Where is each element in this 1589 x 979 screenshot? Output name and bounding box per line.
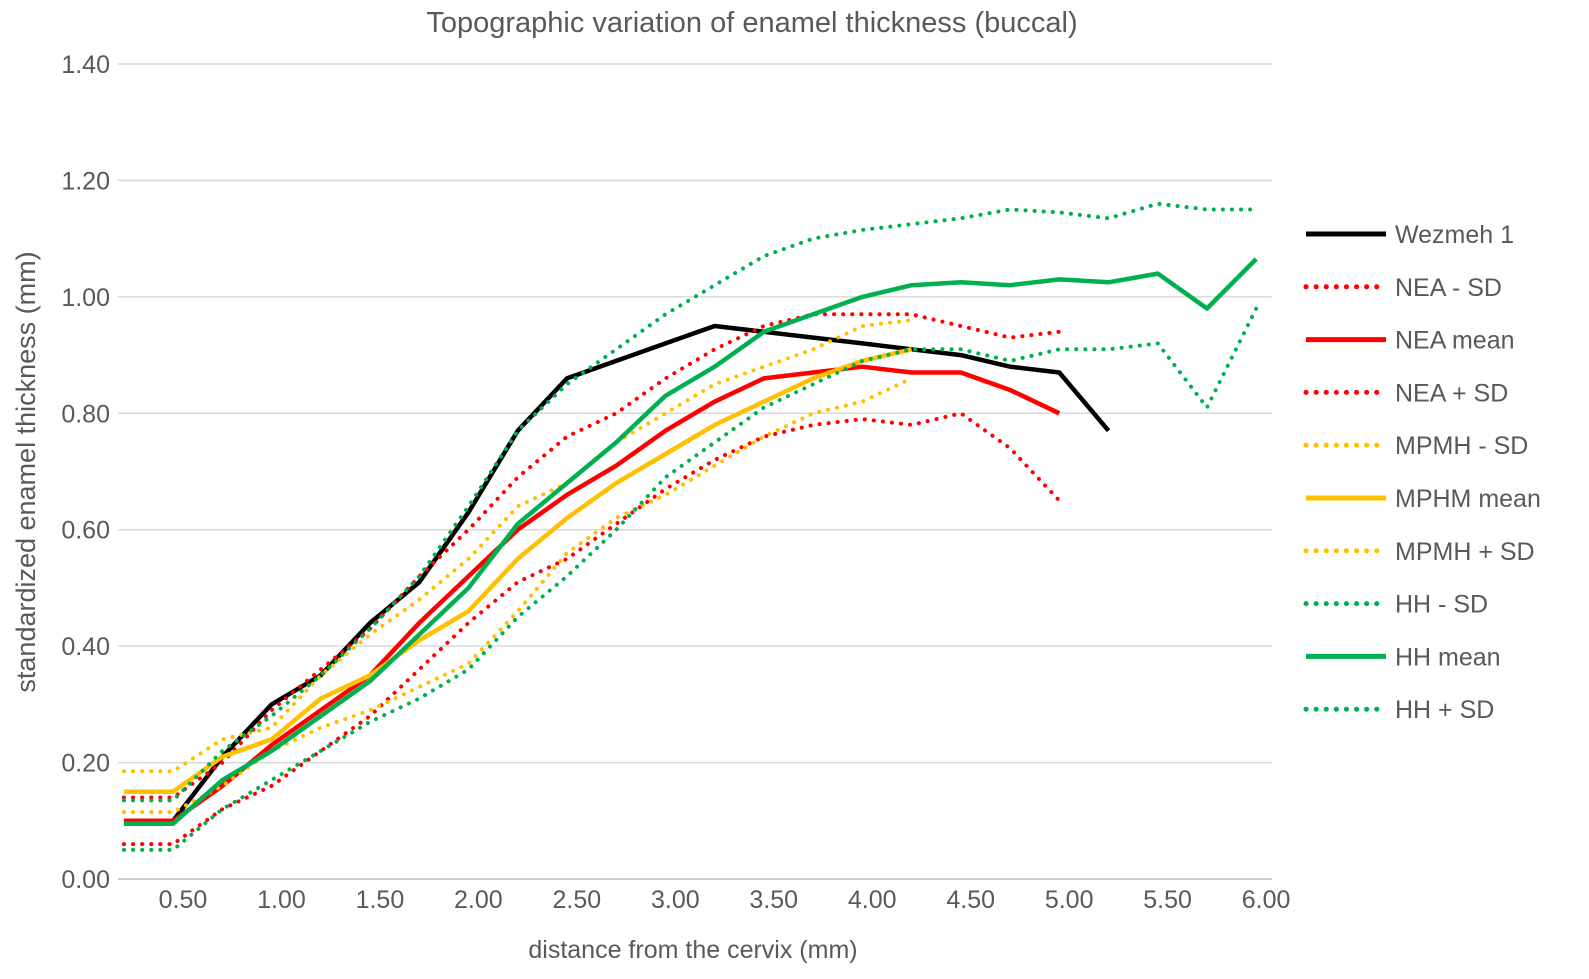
x-tick-label: 1.00	[257, 886, 306, 914]
y-axis-tick-labels: 0.00 0.20 0.40 0.60 0.80 1.00 1.20 1.40	[61, 51, 110, 894]
legend: Wezmeh 1 NEA - SD NEA mean NEA + SD MPMH - S…	[1303, 221, 1541, 724]
x-axis-label: distance from the cervix (mm)	[528, 936, 857, 964]
gridlines	[118, 63, 1272, 880]
x-tick-label: 3.50	[749, 886, 798, 914]
legend-label: NEA mean	[1395, 327, 1515, 355]
legend-label: NEA + SD	[1395, 379, 1508, 407]
x-tick-label: 5.50	[1143, 886, 1192, 914]
x-tick-label: 4.50	[946, 886, 995, 914]
series-line-mpmh-sd	[121, 318, 914, 774]
series-line-hh-mean	[123, 257, 1258, 826]
legend-label: Wezmeh 1	[1395, 221, 1514, 249]
series-line-hh-sd	[121, 306, 1259, 852]
legend-label: HH + SD	[1395, 696, 1494, 724]
y-axis-label: standardized enamel thickness (mm)	[11, 251, 41, 692]
series-line-nea-mean	[123, 364, 1061, 824]
series-line-nea-sd	[121, 312, 1062, 800]
x-tick-label: 3.00	[651, 886, 700, 914]
y-tick-label: 0.80	[61, 400, 110, 428]
x-tick-label: 5.00	[1045, 886, 1094, 914]
x-tick-label: 2.00	[454, 886, 503, 914]
x-tick-label: 1.50	[356, 886, 405, 914]
y-tick-label: 0.60	[61, 517, 110, 545]
y-tick-label: 1.40	[61, 51, 110, 79]
chart-title: Topographic variation of enamel thicknes…	[426, 7, 1077, 39]
series-line-nea-sd	[121, 411, 1062, 847]
x-tick-label: 4.00	[848, 886, 897, 914]
legend-label: NEA - SD	[1395, 274, 1502, 302]
y-tick-label: 1.20	[61, 167, 110, 195]
y-tick-label: 0.40	[61, 633, 110, 661]
y-tick-label: 0.00	[61, 866, 110, 894]
legend-label: HH - SD	[1395, 591, 1488, 619]
y-tick-label: 0.20	[61, 750, 110, 778]
series-line-mphm-mean	[123, 347, 913, 794]
x-tick-label: 0.50	[159, 886, 208, 914]
legend-label: HH mean	[1395, 643, 1501, 671]
series-line-hh-sd	[121, 201, 1259, 803]
y-tick-label: 1.00	[61, 284, 110, 312]
x-axis-tick-labels: 0.50 1.00 1.50 2.00 2.50 3.00 3.50 4.00 4.50 5.00…	[159, 886, 1291, 914]
legend-label: MPHM mean	[1395, 485, 1541, 513]
series-line-wezmeh-1	[133, 323, 1111, 824]
x-tick-label: 6.00	[1242, 886, 1291, 914]
x-tick-label: 2.50	[553, 886, 602, 914]
legend-label: MPMH - SD	[1395, 432, 1528, 460]
legend-label: MPMH + SD	[1395, 538, 1535, 566]
series-line-mpmh-sd	[121, 376, 914, 815]
series-lines	[121, 201, 1259, 852]
